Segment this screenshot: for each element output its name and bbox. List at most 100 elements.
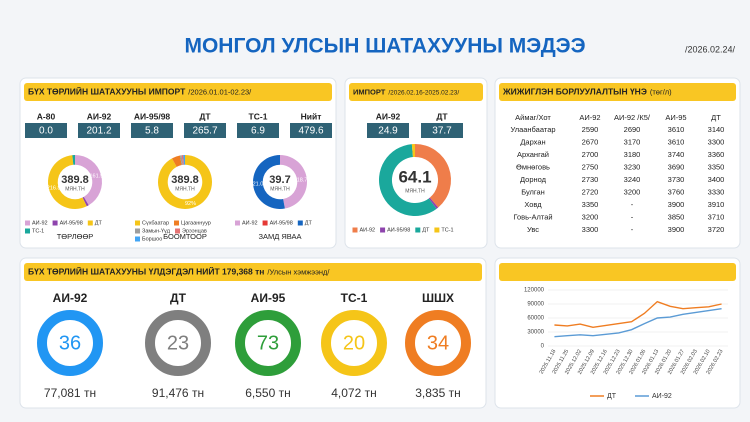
table-cell: 2720 (582, 187, 599, 196)
legend-label: АИ-92 (242, 220, 258, 226)
table-cell: 3740 (668, 150, 685, 159)
center-value: 389.8 (61, 174, 89, 186)
legend-label: ДТ (607, 393, 617, 400)
box-label: АИ-92 (87, 111, 112, 121)
y-tick-label: 60000 (527, 316, 544, 322)
table-cell: 3200 (582, 212, 599, 221)
legend-swatch (25, 228, 30, 234)
box-label: ДТ (436, 111, 448, 121)
legend-label: Цагааннуур (181, 220, 211, 226)
legend-label: АИ-92 (360, 227, 376, 233)
table-cell: - (631, 200, 634, 209)
panel-title: ИМПОРТ/2026.02.16-2025.02.23/ (353, 87, 459, 96)
table-cell: Улаанбаатар (510, 125, 555, 134)
legend-label: АИ-92 (652, 393, 672, 400)
panel-header (24, 83, 332, 101)
center-unit: МЯН.ТН (270, 186, 290, 192)
stock-amount: 3,835 тн (415, 386, 461, 400)
legend-swatch (174, 220, 180, 226)
donut-segment (171, 155, 182, 167)
stock-label: АИ-95 (251, 291, 286, 305)
legend-label: АИ-92 (32, 220, 48, 226)
stock-amount: 6,550 тн (245, 386, 291, 400)
table-header: Аймаг/Хот (515, 113, 551, 122)
panel (344, 77, 488, 249)
box-label: АИ-95/98 (134, 111, 171, 121)
donut-segment (183, 155, 185, 165)
center-value: 389.8 (171, 174, 199, 186)
donut-segment (253, 155, 285, 209)
legend-label: ДТ (305, 220, 313, 226)
donut-segment (428, 197, 439, 209)
table-cell: Өмнөговь (516, 162, 550, 171)
table-cell: 2750 (582, 162, 599, 171)
title-text: БҮХ ТӨРЛИЙН ШАТАХУУНЫ ИМПОРТ (28, 86, 186, 97)
table-cell: 2700 (582, 150, 599, 159)
stock-amount: 91,476 тн (152, 386, 204, 400)
legend-label: Замын-Үүд (142, 228, 171, 234)
box-value: 0.0 (39, 126, 53, 137)
box-value: 265.7 (192, 126, 217, 137)
table-cell: 2730 (582, 175, 599, 184)
title-period: (төг/л) (650, 87, 672, 96)
center-unit: МЯН.ТН (65, 186, 85, 192)
title-text: БҮХ ТӨРЛИЙН ШАТАХУУНЫ ҮЛДЭГДЭЛ НИЙТ 179,… (28, 266, 264, 277)
stock-amount: 77,081 тн (44, 386, 96, 400)
stock-ring (321, 310, 387, 376)
panel-title: БҮХ ТӨРЛИЙН ШАТАХУУНЫ ҮЛДЭГДЭЛ НИЙТ 179,… (28, 266, 330, 277)
table-cell: Дорнод (520, 175, 547, 184)
legend-swatch (235, 220, 240, 226)
table-cell: 3200 (624, 187, 641, 196)
legend-swatch (52, 220, 58, 226)
center-value: 64.1 (398, 167, 431, 186)
panel-header (349, 83, 483, 101)
table-cell: - (631, 225, 634, 234)
box-label: Нийт (301, 111, 322, 121)
donut-segment (411, 144, 415, 158)
panel (494, 77, 741, 249)
box-value: 201.2 (86, 126, 111, 137)
table-cell: 3230 (624, 162, 641, 171)
title-period: /Улсын хэмжээнд/ (267, 267, 330, 276)
legend-swatch (415, 227, 421, 233)
table-cell: 3900 (668, 225, 685, 234)
box-label: ДТ (199, 111, 211, 121)
table-cell: 3170 (624, 137, 641, 146)
stock-amount: 4,072 тн (331, 386, 377, 400)
table-cell: 3330 (708, 187, 725, 196)
table-header: АИ-95 (665, 113, 686, 122)
panel-header (24, 263, 482, 281)
panel-title: ЖИЖИГЛЭН БОРЛУУЛАЛТЫН ҮНЭ (төг/л) (502, 87, 672, 97)
legend-label: ДТ (422, 227, 430, 233)
donut-segment (179, 155, 183, 166)
line-series (554, 300, 722, 329)
stock-days: 20 (343, 332, 365, 354)
y-tick-label: 90000 (527, 302, 544, 308)
table-cell: 2590 (582, 125, 599, 134)
stock-label: ШШХ (422, 291, 454, 305)
legend-swatch (297, 220, 303, 226)
table-cell: 3300 (582, 225, 599, 234)
table-cell: 3400 (708, 175, 725, 184)
title-period: /2026.02.16-2025.02.23/ (388, 89, 459, 96)
segment-label: 92% (185, 201, 196, 207)
legend-swatch (262, 220, 268, 226)
donut-segment (82, 196, 89, 207)
box-value: 24.9 (378, 126, 398, 137)
box-value: 37.7 (432, 126, 452, 137)
table-cell: - (631, 212, 634, 221)
box-value: 6.9 (251, 126, 265, 137)
box-value: 479.6 (298, 126, 323, 137)
page-date: /2026.02.24/ (685, 44, 736, 54)
table-cell: 3730 (668, 175, 685, 184)
value-box (184, 123, 226, 138)
stock-label: ТС-1 (341, 291, 368, 305)
segment-label: 161.9 (89, 174, 103, 180)
legend-label: ТС-1 (441, 227, 453, 233)
title-period: /2026.01.01-02.23/ (188, 87, 252, 96)
value-box (78, 123, 120, 138)
table-cell: 3360 (708, 150, 725, 159)
legend-label: Эрээнцав (182, 228, 207, 234)
panel-header (499, 263, 736, 281)
donut-segment (47, 155, 87, 210)
